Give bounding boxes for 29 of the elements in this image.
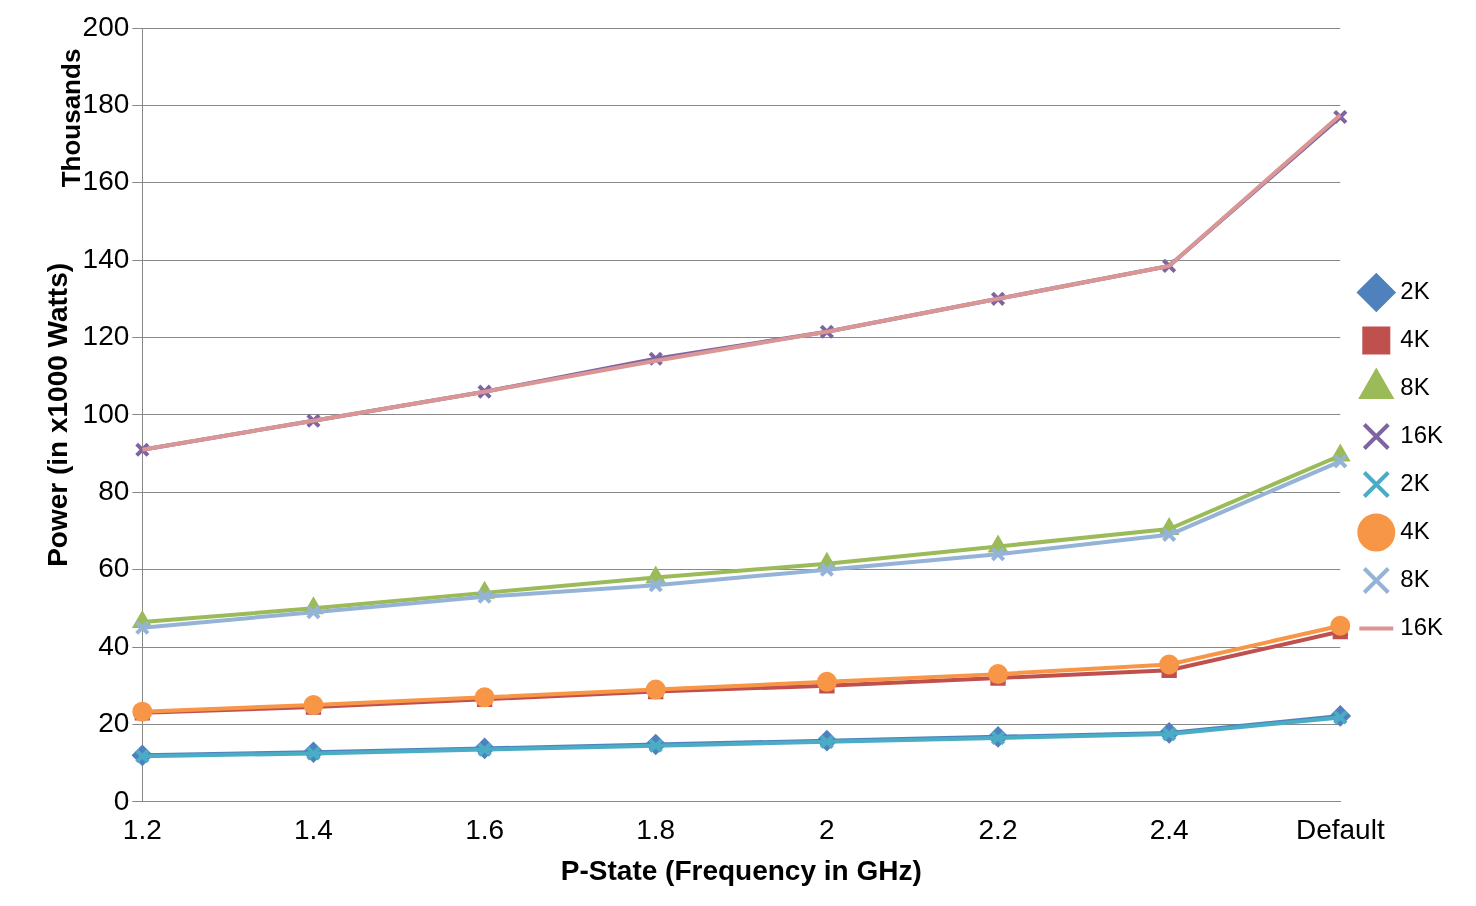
legend-label: 2K [1400,469,1430,497]
legend-label: 8K [1400,373,1430,401]
y-tick-label: 140 [82,242,130,274]
y-tick-label: 80 [98,475,130,506]
y-tick-label: 120 [82,320,130,352]
legend-label: 8K [1400,565,1430,593]
x-tick-label: 1.2 [122,814,162,846]
legend-label: 16K [1400,613,1443,641]
y-tick-label: 60 [98,552,130,584]
x-tick-label: 2.4 [1149,814,1189,846]
legend-label: 16K [1400,421,1443,449]
x-tick-label: 1.8 [636,814,676,846]
y-tick-label: 40 [98,629,130,661]
x-tick-label: 1.6 [465,814,505,846]
y-tick-label: 180 [82,88,130,120]
y-tick-label: 200 [82,10,130,42]
y-tick-label: 20 [98,707,130,739]
legend-label: 4K [1400,325,1430,353]
legend-label: 2K [1400,277,1430,305]
legend-label: 4K [1400,517,1430,545]
x-tick-label: Default [1295,814,1385,846]
x-tick-label: 2 [819,814,835,846]
y-tick-label: 160 [82,165,130,197]
x-axis-title: P-State (Frequency in GHz) [560,854,922,886]
y-tick-label: 100 [82,397,130,429]
x-tick-label: 1.4 [293,814,333,846]
x-tick-label: 2.2 [978,814,1018,846]
y-axis-title: Power (in x1000 Watts) [41,262,73,567]
y-tick-label: 0 [113,784,130,816]
